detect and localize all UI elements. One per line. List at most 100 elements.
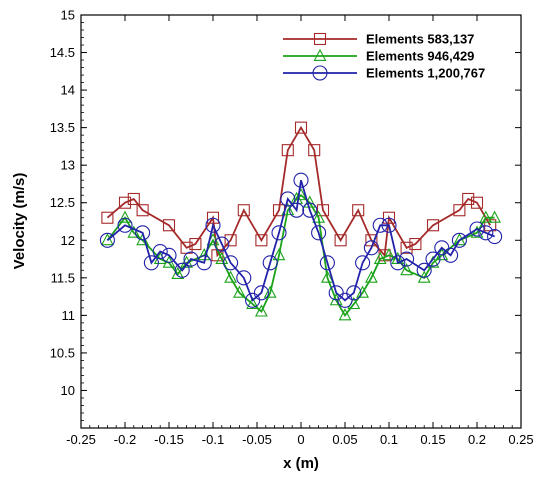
- square-marker: [162, 219, 176, 232]
- square-marker: [409, 237, 422, 251]
- circle-marker: [236, 270, 252, 286]
- triangle-marker: [224, 270, 238, 283]
- triangle-marker: [356, 285, 370, 298]
- square-marker: [470, 196, 484, 209]
- square-marker: [462, 192, 475, 206]
- circle-marker: [293, 172, 309, 188]
- circle-marker: [434, 240, 450, 256]
- y-tick-label: 14.5: [50, 45, 75, 60]
- square-marker: [400, 241, 413, 254]
- x-tick-label: 0.2: [468, 432, 486, 447]
- legend-label: Elements 946,429: [366, 49, 474, 64]
- triangle-marker: [320, 270, 334, 283]
- circle-marker: [302, 202, 318, 218]
- circle-marker: [311, 225, 327, 241]
- circle-marker: [337, 292, 353, 308]
- square-marker: [281, 144, 294, 157]
- circle-marker: [363, 240, 379, 256]
- circle-marker: [161, 247, 177, 263]
- triangle-marker: [373, 251, 387, 264]
- triangle-marker: [313, 48, 327, 61]
- circle-marker: [196, 255, 212, 271]
- triangle-marker: [254, 304, 268, 317]
- legend-label: Elements 583,137: [366, 32, 474, 47]
- square-marker: [136, 204, 149, 217]
- legend: Elements 583,137 Elements 946,429 Elements…: [283, 32, 485, 81]
- x-tick-label: -0.05: [242, 432, 272, 447]
- square-marker: [313, 32, 327, 46]
- square-marker: [118, 196, 132, 209]
- y-tick-label: 13: [61, 158, 75, 173]
- series-2: [100, 187, 502, 321]
- circle-marker: [319, 255, 335, 271]
- circle-marker: [399, 251, 415, 267]
- circle-marker: [117, 217, 133, 233]
- y-tick-label: 15: [61, 8, 75, 23]
- square-marker: [382, 211, 396, 224]
- square-marker: [453, 204, 466, 217]
- y-axis-title: Velocity (m/s): [11, 173, 28, 270]
- x-tick-label: -0.2: [114, 432, 136, 447]
- triangle-marker: [232, 285, 246, 298]
- legend-label: Elements 1,200,767: [366, 66, 485, 81]
- triangle-marker: [470, 225, 484, 238]
- x-axis-title: x (m): [283, 455, 319, 472]
- triangle-marker: [364, 270, 378, 283]
- square-marker: [316, 204, 330, 217]
- circle-marker: [271, 225, 287, 241]
- circle-marker: [253, 285, 269, 301]
- x-axis: -0.25 -0.2 -0.15 -0.1 -0.05 0 0.05 0.1 0.15 0.2 0.…: [66, 15, 534, 447]
- square-marker: [255, 234, 268, 247]
- circle-marker: [478, 225, 494, 241]
- circle-marker: [381, 217, 397, 233]
- y-tick-label: 10: [61, 383, 75, 398]
- triangle-marker: [215, 251, 229, 264]
- circle-marker: [289, 202, 305, 218]
- circle-marker: [280, 191, 296, 207]
- circle-marker: [355, 255, 371, 271]
- square-marker: [189, 237, 202, 251]
- triangle-marker: [100, 233, 114, 246]
- triangle-marker: [488, 210, 502, 223]
- circle-marker: [346, 285, 362, 301]
- circle-marker: [443, 247, 459, 263]
- circle-marker: [205, 217, 221, 233]
- series-line: [106, 125, 491, 258]
- circle-marker: [425, 251, 441, 267]
- triangle-marker: [246, 296, 260, 310]
- triangle-marker: [479, 210, 493, 223]
- triangle-marker: [118, 210, 132, 223]
- y-tick-label: 12: [61, 233, 75, 248]
- square-marker: [237, 204, 250, 217]
- x-tick-label: 0.25: [508, 432, 533, 447]
- circle-marker: [451, 232, 467, 248]
- circle-marker: [469, 221, 485, 237]
- x-tick-label: 0.15: [420, 432, 445, 447]
- x-tick-label: -0.25: [66, 432, 96, 447]
- triangle-marker: [127, 225, 141, 238]
- square-marker: [294, 121, 308, 134]
- y-tick-label: 10.5: [50, 345, 75, 360]
- series-3: [99, 172, 503, 308]
- triangle-marker: [312, 210, 326, 223]
- y-tick-label: 14: [61, 83, 75, 98]
- circle-marker: [152, 243, 168, 260]
- circle-marker: [174, 262, 190, 278]
- square-marker: [127, 192, 140, 206]
- square-marker: [308, 144, 321, 157]
- circle-marker: [223, 255, 239, 271]
- y-tick-label: 13.5: [50, 120, 75, 135]
- square-marker: [334, 234, 347, 247]
- circle-marker: [312, 65, 328, 81]
- triangle-marker: [338, 308, 352, 321]
- y-tick-label: 11.5: [51, 270, 75, 285]
- square-marker: [101, 211, 114, 224]
- circle-marker: [328, 285, 344, 301]
- circle-marker: [487, 228, 503, 245]
- circle-marker: [135, 225, 151, 241]
- triangle-marker: [272, 248, 286, 261]
- circle-marker: [372, 217, 388, 233]
- y-tick-label: 12.5: [50, 195, 75, 210]
- triangle-marker: [400, 263, 414, 276]
- triangle-marker: [382, 248, 396, 261]
